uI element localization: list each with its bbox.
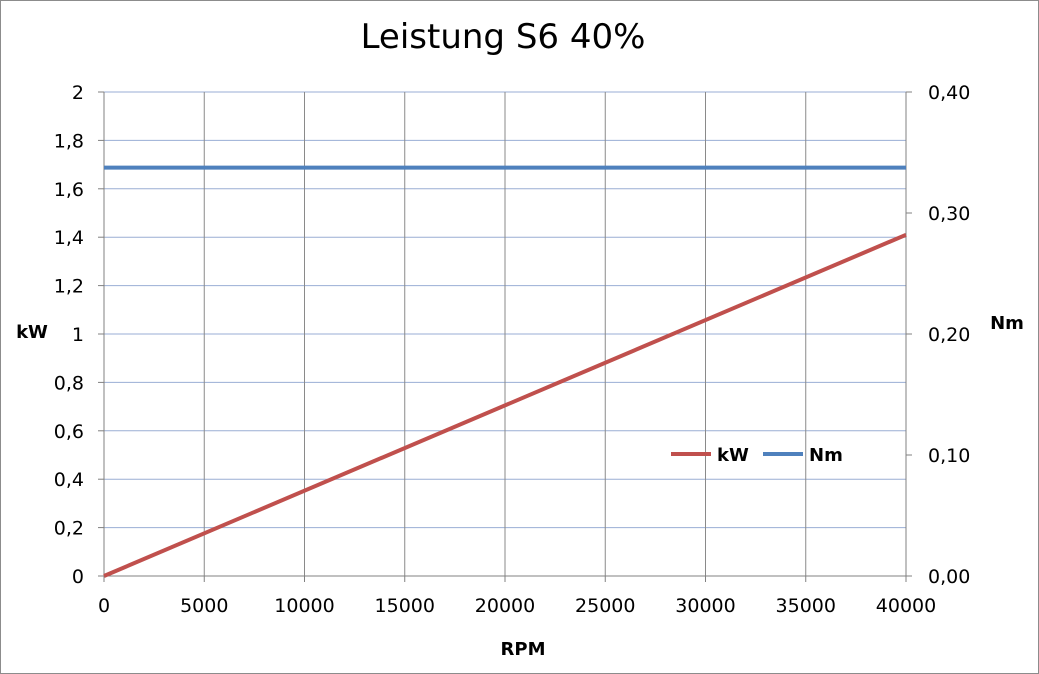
y-left-tick-label: 0,4 bbox=[54, 469, 84, 491]
y-left-tick-label: 1 bbox=[72, 324, 84, 346]
legend-label-nm: Nm bbox=[809, 445, 843, 466]
x-tick-label: 10000 bbox=[274, 595, 334, 617]
y-left-axis-label: kW bbox=[16, 322, 48, 343]
x-tick-label: 0 bbox=[98, 595, 110, 617]
x-tick-label: 40000 bbox=[876, 595, 936, 617]
x-tick-label: 25000 bbox=[575, 595, 635, 617]
axes bbox=[98, 91, 912, 582]
y-right-axis-ticks: 0,00 0,10 0,20 0,30 0,40 bbox=[928, 82, 970, 588]
y-right-tick-label: 0,00 bbox=[928, 566, 970, 588]
series-line-kw bbox=[103, 232, 907, 578]
series-lines bbox=[103, 165, 907, 578]
y-right-tick-label: 0,20 bbox=[928, 324, 970, 346]
y-left-tick-label: 1,8 bbox=[54, 130, 84, 152]
x-axis-ticks: 0 5000 10000 15000 20000 25000 30000 35000 40000 bbox=[98, 595, 936, 617]
y-right-tick-label: 0,40 bbox=[928, 82, 970, 104]
legend: kW Nm bbox=[671, 445, 843, 466]
grid bbox=[104, 91, 906, 576]
y-left-tick-label: 0,2 bbox=[54, 518, 84, 540]
x-tick-label: 5000 bbox=[180, 595, 228, 617]
chart-title: Leistung S6 40% bbox=[361, 17, 646, 57]
y-right-tick-label: 0,30 bbox=[928, 203, 970, 225]
y-left-tick-label: 2 bbox=[72, 82, 84, 104]
y-left-tick-label: 0,6 bbox=[54, 421, 84, 443]
x-tick-label: 35000 bbox=[776, 595, 836, 617]
y-left-tick-label: 0,8 bbox=[54, 372, 84, 394]
y-left-tick-label: 1,4 bbox=[54, 227, 84, 249]
y-left-tick-label: 1,2 bbox=[54, 276, 84, 298]
y-right-tick-label: 0,10 bbox=[928, 445, 970, 467]
y-left-tick-label: 0 bbox=[72, 566, 84, 588]
y-left-tick-label: 1,6 bbox=[54, 179, 84, 201]
y-right-axis-label: Nm bbox=[990, 313, 1024, 334]
x-tick-label: 15000 bbox=[375, 595, 435, 617]
x-tick-label: 20000 bbox=[475, 595, 535, 617]
x-tick-label: 30000 bbox=[675, 595, 735, 617]
legend-label-kw: kW bbox=[717, 445, 749, 466]
y-left-axis-ticks: 0 0,2 0,4 0,6 0,8 1 1,2 1,4 1,6 1,8 2 bbox=[54, 82, 84, 588]
x-axis-label: RPM bbox=[501, 639, 546, 660]
